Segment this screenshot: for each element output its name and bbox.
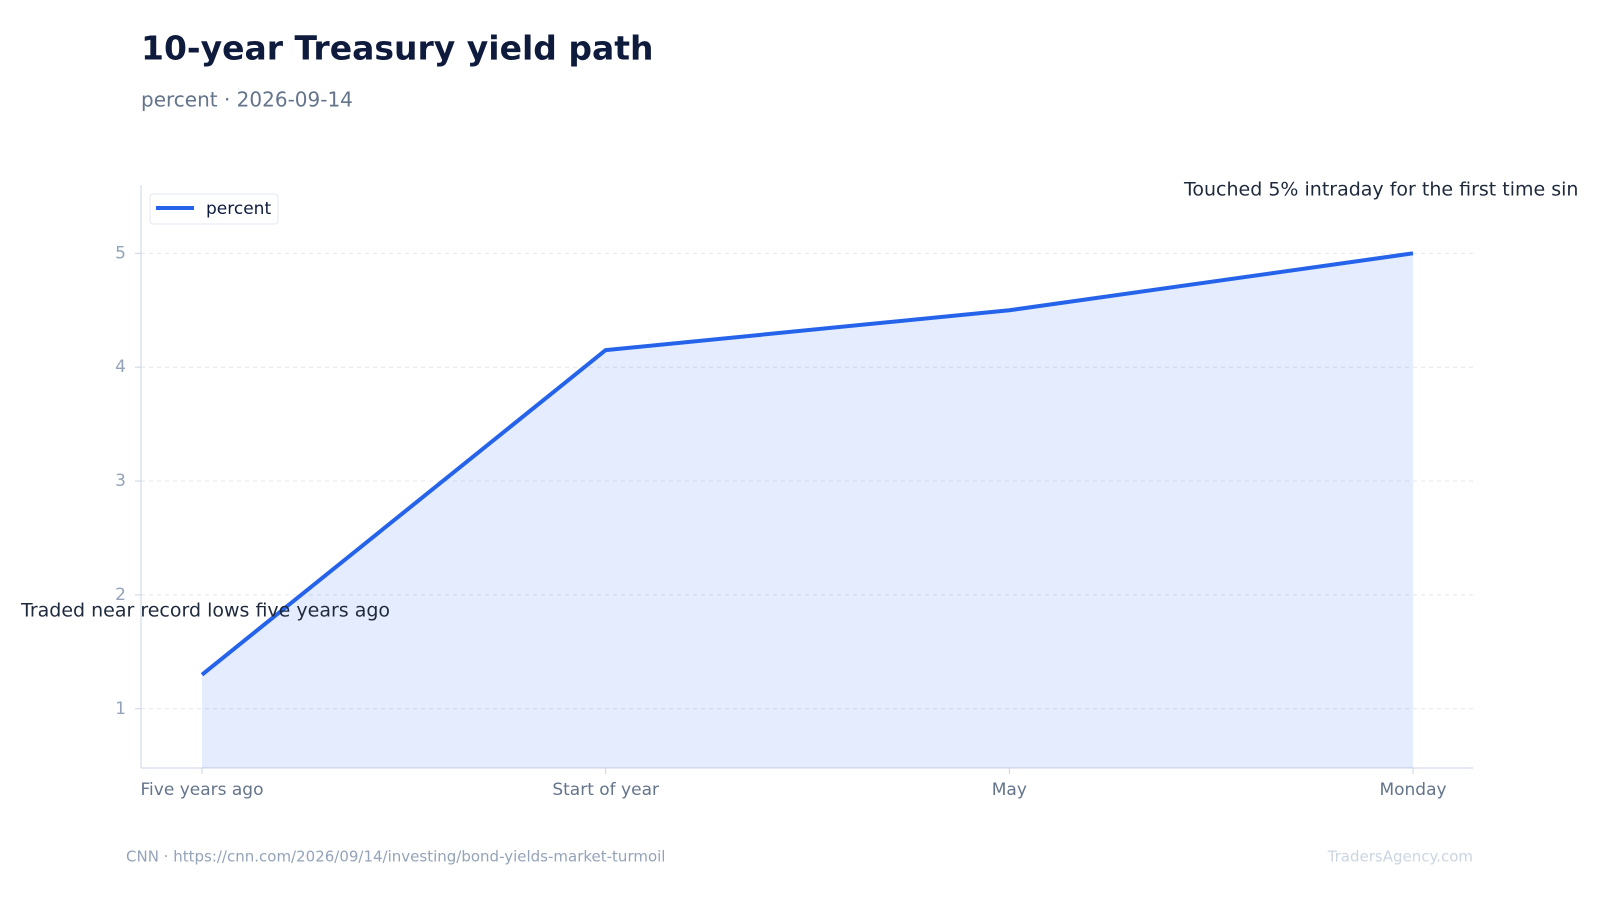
annotation: Touched 5% intraday for the first time s… (1183, 179, 1578, 201)
x-tick-label: Monday (1379, 780, 1446, 800)
watermark: TradersAgency.com (1327, 848, 1473, 866)
x-tick-label: Start of year (552, 780, 659, 800)
area (202, 253, 1413, 768)
x-tick-label: Five years ago (141, 780, 264, 800)
y-tick-label: 2 (115, 585, 126, 605)
annotation: Traded near record lows five years ago (20, 600, 390, 622)
y-tick-label: 1 (115, 699, 126, 719)
line (200, 251, 1414, 677)
x-tick-label: May (992, 780, 1027, 800)
chart-subtitle: percent · 2026-09-14 (141, 88, 353, 112)
source: CNN · https://cnn.com/2026/09/14/investi… (126, 848, 665, 866)
y-tick-label: 3 (115, 471, 126, 491)
chart-title: 10-year Treasury yield path (141, 29, 654, 68)
y-tick-label: 4 (115, 357, 126, 377)
y-tick-label: 5 (115, 243, 126, 263)
legend-label: percent (206, 199, 271, 219)
legend-box (149, 193, 279, 225)
